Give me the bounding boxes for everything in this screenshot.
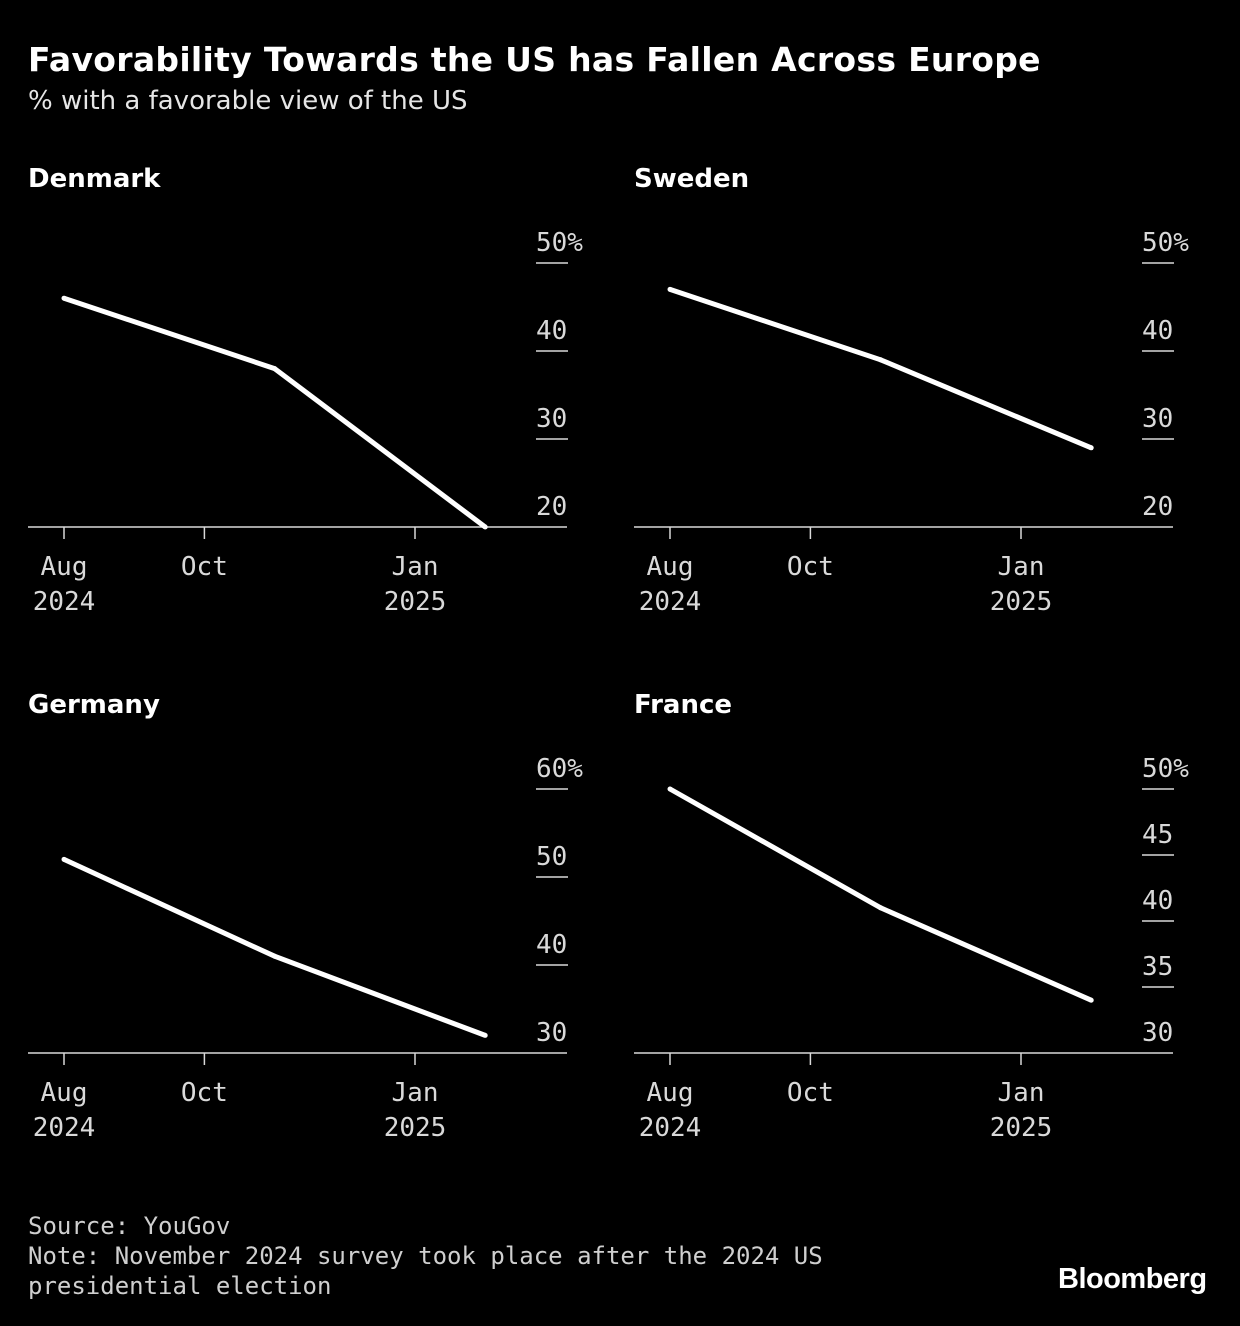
data-point: [272, 953, 278, 959]
y-tick-label: 50%: [536, 228, 583, 258]
chart-title: Favorability Towards the US has Fallen A…: [28, 40, 1041, 79]
y-tick-label: 30: [536, 1018, 567, 1048]
data-point: [1088, 445, 1094, 451]
chart-subtitle: % with a favorable view of the US: [28, 86, 468, 116]
data-point: [272, 366, 278, 372]
data-point: [61, 856, 67, 862]
data-point: [482, 524, 488, 530]
data-point: [667, 786, 673, 792]
panel-title-germany: Germany: [28, 690, 160, 720]
x-tick-year-label: 2025: [384, 587, 447, 617]
chart-panel-france: France 30 35 40 45 50% Aug 2024 Oct Jan 2025: [634, 690, 1189, 1143]
x-tick-year-label: 2024: [33, 587, 96, 617]
x-tick-label: Oct: [787, 552, 834, 582]
x-tick-year-label: 2025: [990, 1113, 1053, 1143]
x-tick-year-label: 2024: [639, 1113, 702, 1143]
data-point: [61, 295, 67, 301]
chart-panel-germany: Germany 30 40 50 60% Aug 2024 Oct Jan 2025: [28, 690, 583, 1143]
y-tick-label: 30: [1142, 404, 1173, 434]
series-line-germany: [62, 857, 487, 1038]
y-tick-label: 20: [1142, 492, 1173, 522]
x-tick-year-label: 2025: [990, 587, 1053, 617]
y-tick-label: 40: [1142, 886, 1173, 916]
y-tick-label: 20: [536, 492, 567, 522]
x-tick-label: Oct: [181, 1078, 228, 1108]
panel-title-denmark: Denmark: [28, 164, 161, 194]
series-line-france: [668, 786, 1093, 1003]
data-point: [878, 905, 884, 911]
x-tick-year-label: 2024: [33, 1113, 96, 1143]
data-point: [482, 1032, 488, 1038]
x-tick-label: Oct: [787, 1078, 834, 1108]
y-tick-label: 30: [536, 404, 567, 434]
chart-panel-denmark: Denmark 20 30 40 50% Aug 2024 Oct Jan 2025: [28, 164, 583, 617]
x-tick-label: Oct: [181, 552, 228, 582]
y-tick-label: 50: [536, 842, 567, 872]
x-tick-label: Aug: [41, 552, 88, 582]
note-text-line-2: presidential election: [28, 1272, 332, 1300]
data-point: [1088, 997, 1094, 1003]
note-text-line-1: Note: November 2024 survey took place af…: [28, 1242, 823, 1270]
x-tick-label: Aug: [647, 552, 694, 582]
bloomberg-logo: Bloomberg: [1058, 1263, 1207, 1295]
data-point: [667, 286, 673, 292]
x-tick-label: Jan: [998, 1078, 1045, 1108]
x-tick-label: Aug: [41, 1078, 88, 1108]
source-text: Source: YouGov: [28, 1212, 231, 1240]
panel-title-sweden: Sweden: [634, 164, 749, 194]
y-tick-label: 60%: [536, 754, 583, 784]
y-tick-label: 40: [536, 930, 567, 960]
y-tick-label: 40: [536, 316, 567, 346]
y-tick-label: 50%: [1142, 754, 1189, 784]
x-tick-label: Jan: [392, 552, 439, 582]
x-tick-label: Aug: [647, 1078, 694, 1108]
x-tick-year-label: 2025: [384, 1113, 447, 1143]
chart-panel-sweden: Sweden 20 30 40 50% Aug 2024 Oct Jan 2025: [634, 164, 1189, 617]
x-tick-label: Jan: [998, 552, 1045, 582]
y-tick-label: 35: [1142, 952, 1173, 982]
x-tick-year-label: 2024: [639, 587, 702, 617]
y-tick-label: 50%: [1142, 228, 1189, 258]
x-tick-label: Jan: [392, 1078, 439, 1108]
panel-title-france: France: [634, 690, 732, 720]
y-tick-label: 45: [1142, 820, 1173, 850]
series-line-denmark: [63, 295, 487, 529]
y-tick-label: 40: [1142, 316, 1173, 346]
footer: Source: YouGov Note: November 2024 surve…: [28, 1211, 823, 1301]
data-point: [878, 357, 884, 363]
series-line-sweden: [669, 287, 1093, 451]
y-tick-label: 30: [1142, 1018, 1173, 1048]
